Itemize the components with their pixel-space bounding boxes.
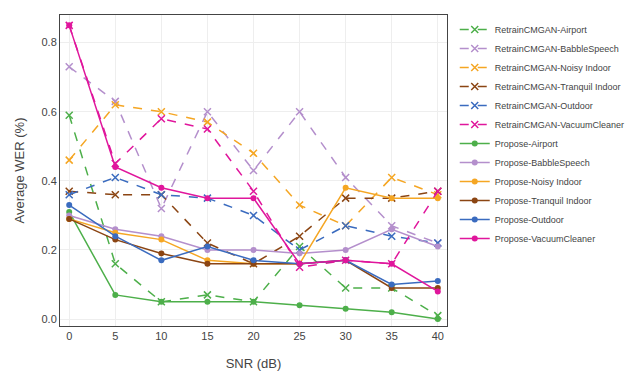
svg-text:0.8: 0.8 (42, 36, 57, 48)
svg-text:RetrainCMGAN-Noisy Indoor: RetrainCMGAN-Noisy Indoor (495, 63, 611, 73)
svg-text:Average WER (%): Average WER (%) (12, 118, 27, 224)
svg-text:Propose-VacuumCleaner: Propose-VacuumCleaner (495, 234, 595, 244)
svg-text:Propose-Tranquil Indoor: Propose-Tranquil Indoor (495, 196, 592, 206)
svg-text:0.2: 0.2 (42, 244, 57, 256)
svg-text:0: 0 (66, 330, 72, 342)
svg-text:20: 20 (247, 330, 259, 342)
svg-text:RetrainCMGAN-Outdoor: RetrainCMGAN-Outdoor (495, 101, 593, 111)
svg-text:Propose-Outdoor: Propose-Outdoor (495, 215, 564, 225)
svg-text:30: 30 (340, 330, 352, 342)
svg-text:15: 15 (201, 330, 213, 342)
svg-text:RetrainCMGAN-VacuumCleaner: RetrainCMGAN-VacuumCleaner (495, 120, 624, 130)
svg-text:0.4: 0.4 (42, 175, 57, 187)
svg-text:SNR (dB): SNR (dB) (226, 356, 282, 371)
svg-text:Propose-Airport: Propose-Airport (495, 139, 559, 149)
svg-text:25: 25 (293, 330, 305, 342)
svg-text:RetrainCMGAN-Tranquil Indoor: RetrainCMGAN-Tranquil Indoor (495, 82, 621, 92)
svg-text:0.6: 0.6 (42, 106, 57, 118)
svg-text:0.0: 0.0 (42, 313, 57, 325)
svg-text:Propose-BabbleSpeech: Propose-BabbleSpeech (495, 158, 590, 168)
svg-text:RetrainCMGAN-Airport: RetrainCMGAN-Airport (495, 25, 588, 35)
svg-text:Propose-Noisy Indoor: Propose-Noisy Indoor (495, 177, 582, 187)
svg-text:40: 40 (432, 330, 444, 342)
svg-text:RetrainCMGAN-BabbleSpeech: RetrainCMGAN-BabbleSpeech (495, 44, 619, 54)
svg-text:35: 35 (386, 330, 398, 342)
svg-text:5: 5 (112, 330, 118, 342)
svg-text:10: 10 (155, 330, 167, 342)
